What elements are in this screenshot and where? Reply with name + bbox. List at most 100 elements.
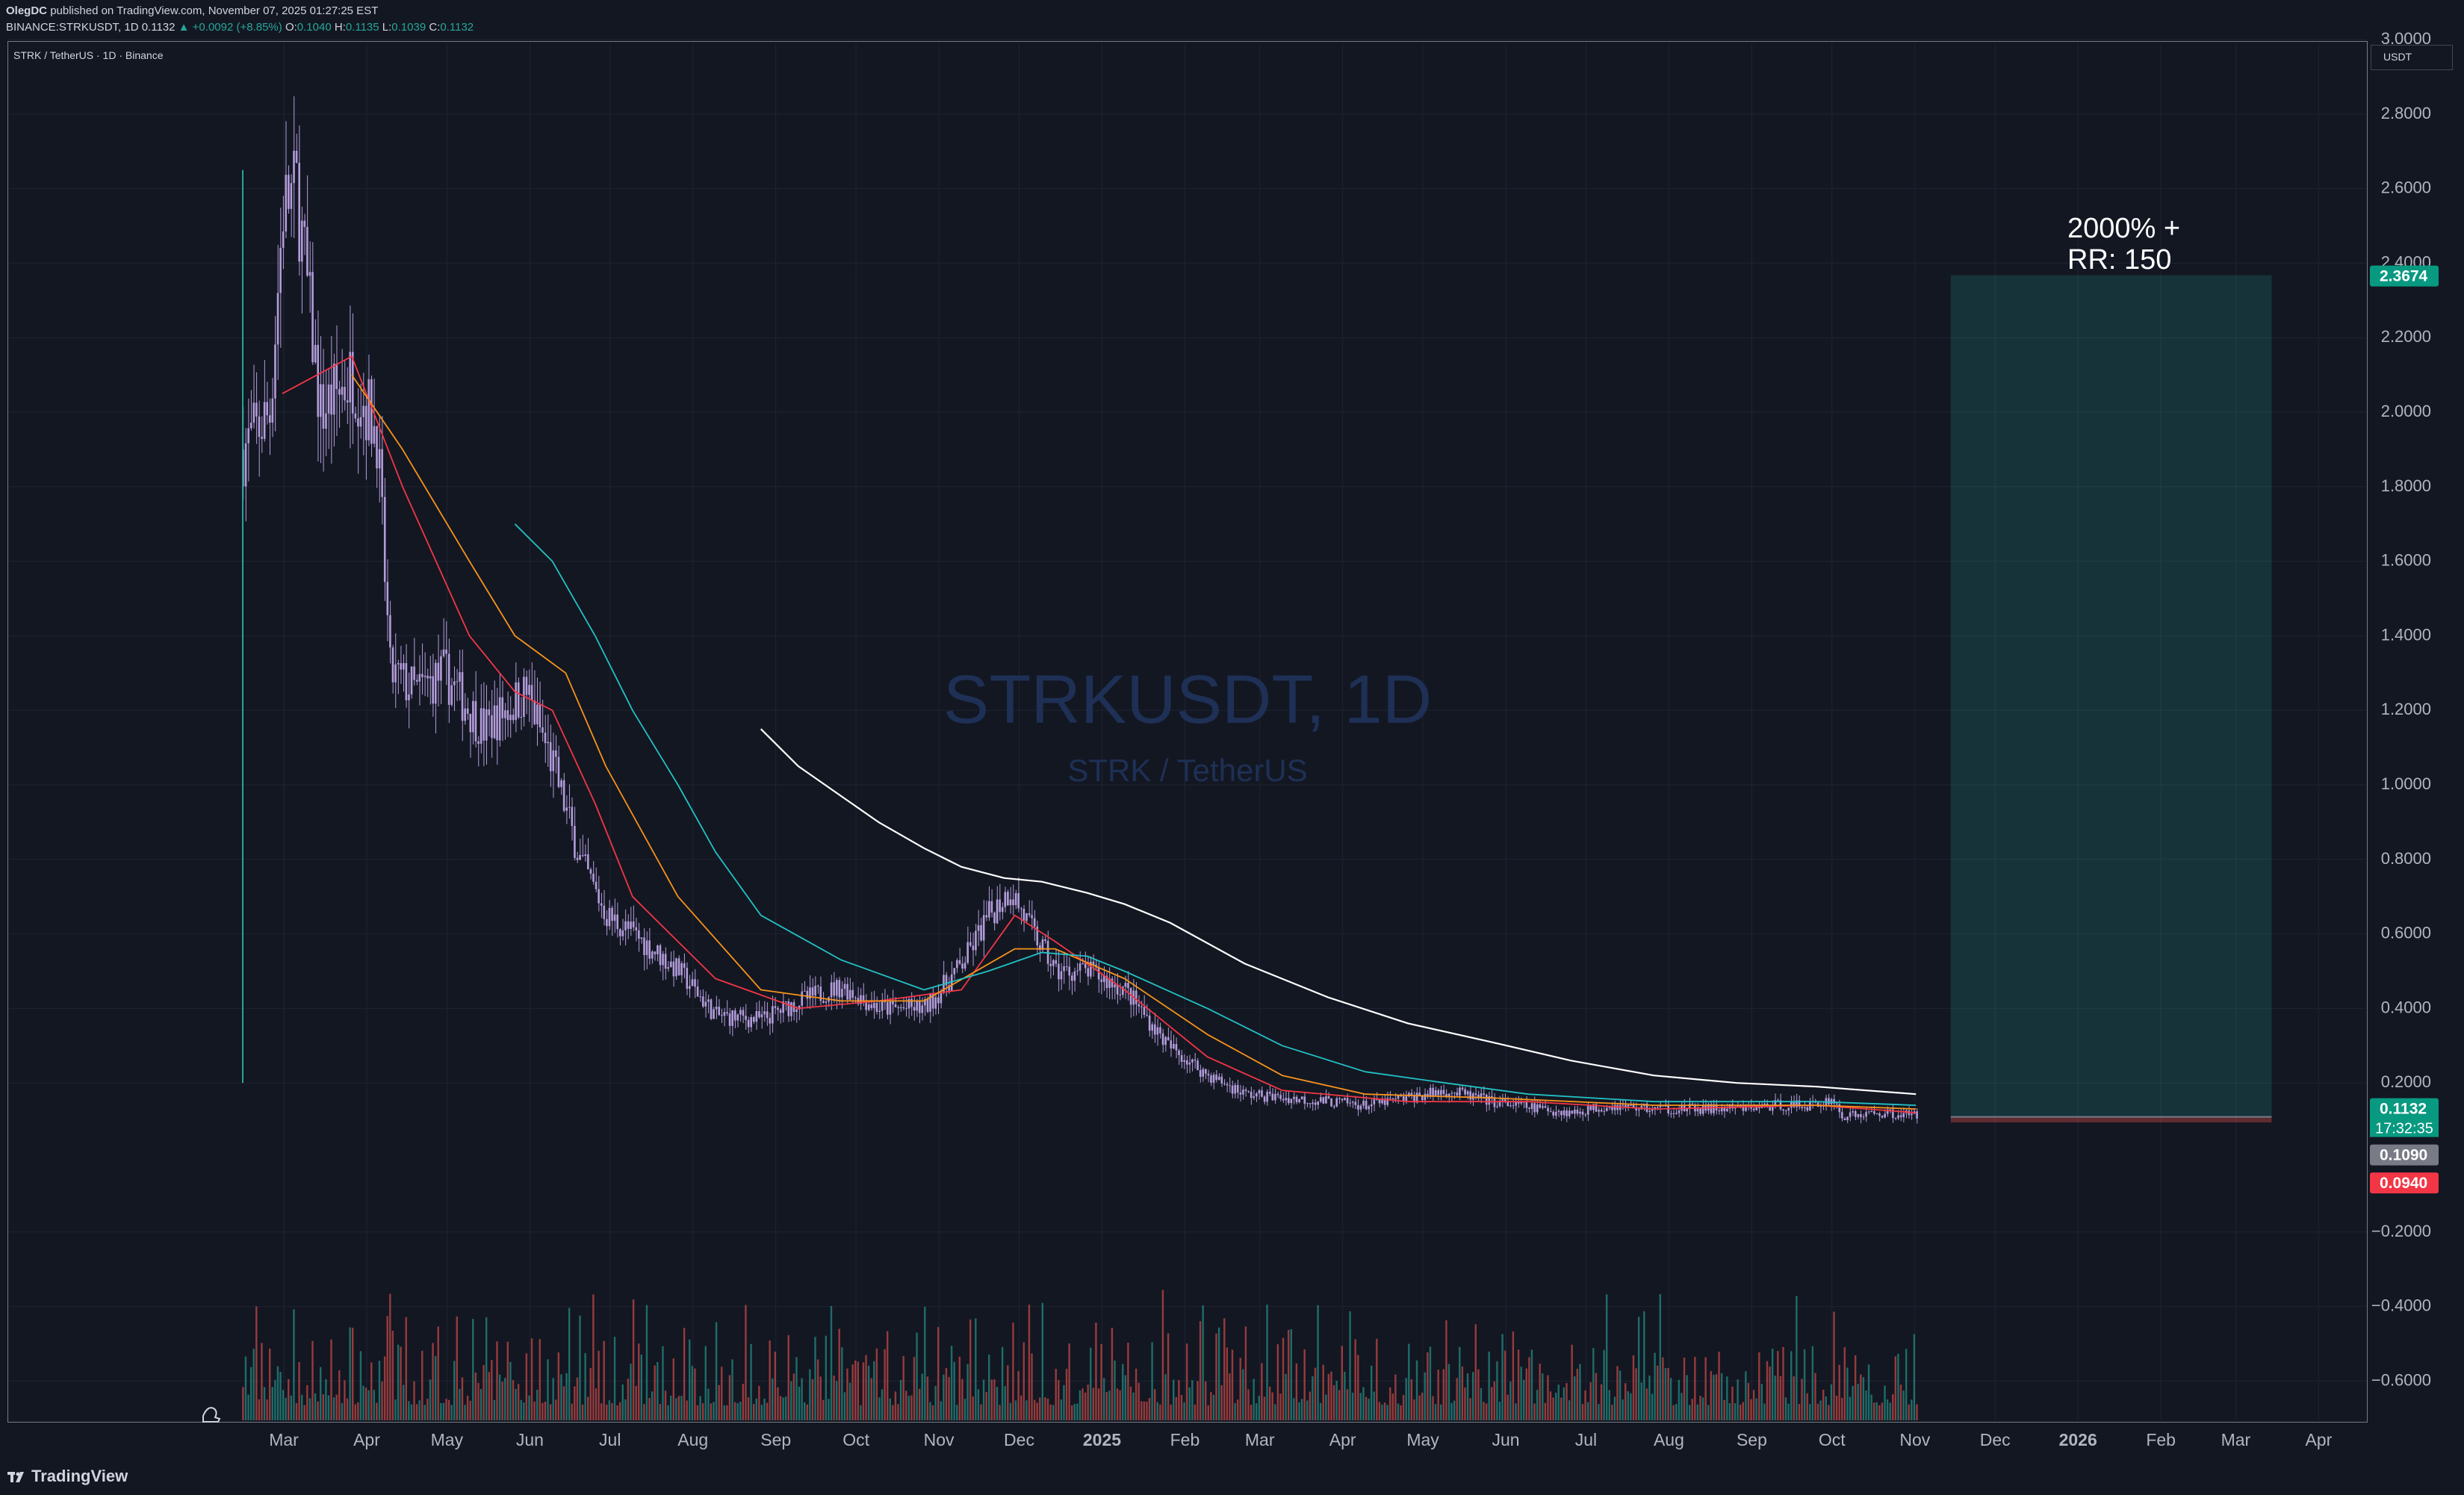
- candle-body: [1911, 1113, 1913, 1116]
- volume-bar: [1811, 1346, 1814, 1420]
- candle-body: [1306, 1103, 1309, 1104]
- volume-bar: [408, 1401, 410, 1420]
- candle-body: [760, 1014, 763, 1018]
- candle-body: [1867, 1111, 1870, 1113]
- volume-bar: [1512, 1331, 1515, 1420]
- candle-body: [1322, 1097, 1325, 1104]
- candle-body: [948, 985, 950, 991]
- candle-body: [1843, 1118, 1846, 1120]
- volume-bar: [1699, 1396, 1701, 1420]
- volume-bar: [557, 1352, 560, 1420]
- volume-bar: [1188, 1387, 1191, 1420]
- entry-price-label-bg: [2370, 1144, 2439, 1166]
- volume-bar: [1549, 1391, 1552, 1420]
- candle-body: [1014, 892, 1017, 906]
- volume-bar: [1386, 1405, 1388, 1420]
- volume-bar: [1362, 1387, 1365, 1420]
- candle-body: [1105, 975, 1108, 989]
- candle-body: [533, 700, 536, 724]
- chart-legend[interactable]: STRK / TetherUS · 1D · Binance: [13, 49, 164, 61]
- volume-bar: [1630, 1393, 1632, 1420]
- candle-body: [916, 1001, 918, 1011]
- volume-bar: [1654, 1352, 1656, 1420]
- volume-bar: [1611, 1405, 1613, 1420]
- candle-body: [1312, 1102, 1314, 1104]
- publish-info: OlegDC published on TradingView.com, Nov…: [6, 4, 378, 17]
- price-tick-label: 1.8000: [2381, 476, 2431, 495]
- candle-body: [1293, 1096, 1295, 1099]
- volume-bar: [410, 1404, 413, 1420]
- volume-bar: [1344, 1371, 1346, 1420]
- volume-bar: [1164, 1374, 1167, 1420]
- volume-bar: [1627, 1391, 1630, 1420]
- volume-bar: [1418, 1395, 1421, 1420]
- candle-body: [1173, 1044, 1175, 1049]
- volume-bar: [285, 1397, 287, 1420]
- candle-body: [1846, 1116, 1849, 1120]
- volume-bar: [1210, 1392, 1212, 1420]
- author-name[interactable]: OlegDC: [6, 4, 48, 17]
- volume-bar: [1579, 1364, 1581, 1420]
- volume-bar: [469, 1400, 471, 1420]
- volume-bar: [488, 1372, 490, 1420]
- volume-bar: [341, 1402, 344, 1420]
- candle-body: [1408, 1092, 1410, 1097]
- candle-body: [1506, 1101, 1509, 1107]
- candle-body: [1025, 913, 1028, 921]
- volume-bar: [1293, 1398, 1295, 1420]
- candle-body: [515, 682, 517, 721]
- candle-body: [354, 413, 357, 419]
- candle-body: [1819, 1105, 1822, 1107]
- candle-body: [330, 384, 332, 415]
- volume-bar: [1710, 1371, 1713, 1420]
- dino-icon[interactable]: [202, 1407, 221, 1423]
- volume-bar: [506, 1341, 509, 1420]
- volume-bar: [931, 1405, 934, 1420]
- volume-bar: [1873, 1402, 1875, 1420]
- candle-body: [1314, 1102, 1317, 1105]
- annotation-line1[interactable]: 2000% +: [2067, 213, 2180, 244]
- volume-bar: [1622, 1399, 1624, 1420]
- volume-bar: [1726, 1376, 1728, 1420]
- currency-selector[interactable]: USDT: [2371, 45, 2453, 70]
- volume-bar: [1014, 1400, 1017, 1420]
- candle-body: [1432, 1087, 1434, 1095]
- volume-bar: [595, 1388, 598, 1420]
- volume-bar: [624, 1399, 627, 1420]
- time-tick-label: Oct: [1819, 1430, 1846, 1449]
- candle-body: [777, 1007, 779, 1010]
- volume-bar: [325, 1379, 327, 1420]
- candle-body: [587, 854, 589, 870]
- volume-bar: [515, 1388, 517, 1420]
- volume-bar: [1432, 1396, 1434, 1420]
- candle-body: [381, 449, 383, 497]
- candle-body: [747, 1019, 750, 1028]
- candles: [242, 96, 1918, 1124]
- volume-bar: [1816, 1403, 1819, 1420]
- volume-bar: [736, 1402, 739, 1420]
- annotation-line2[interactable]: RR: 150: [2067, 244, 2171, 276]
- volume-bar: [1672, 1405, 1675, 1420]
- volume-bar: [627, 1379, 630, 1420]
- candle-body: [300, 220, 303, 262]
- volume-bar: [249, 1367, 252, 1420]
- candle-body: [1282, 1098, 1285, 1101]
- candle-body: [686, 968, 689, 989]
- volume-bar: [403, 1384, 405, 1420]
- time-tick-label: Apr: [1329, 1430, 1356, 1449]
- candle-body: [1574, 1109, 1576, 1114]
- volume-bar: [1191, 1380, 1194, 1420]
- candle-body: [825, 1001, 828, 1003]
- volume-bar: [1220, 1384, 1223, 1420]
- candle-body: [469, 713, 472, 733]
- candle-body: [1450, 1092, 1453, 1094]
- volume-bar: [501, 1381, 503, 1420]
- candle-body: [1212, 1075, 1215, 1083]
- volume-bar: [1279, 1393, 1282, 1420]
- candle-body: [980, 924, 982, 941]
- volume-bar: [552, 1378, 554, 1420]
- candle-body: [261, 436, 263, 439]
- candle-body: [1645, 1103, 1648, 1112]
- volume-bar: [584, 1353, 586, 1420]
